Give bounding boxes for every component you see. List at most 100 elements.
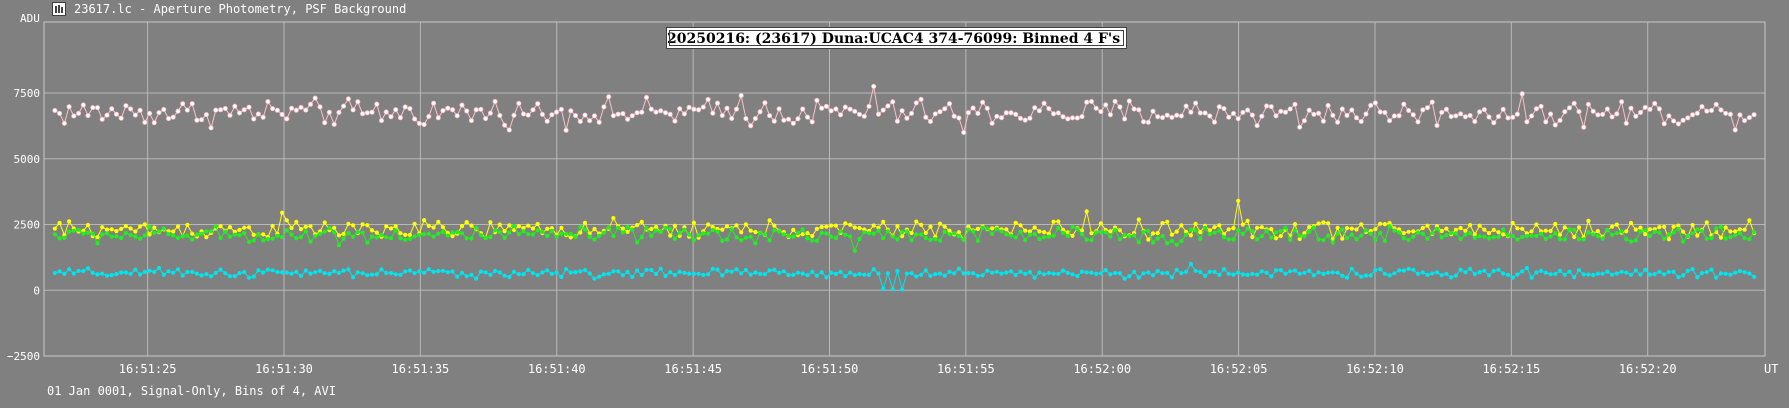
- data-point: [62, 235, 67, 241]
- data-point: [999, 229, 1004, 234]
- data-point: [1553, 231, 1558, 236]
- data-point: [1027, 269, 1032, 275]
- data-point: [119, 270, 124, 275]
- data-point: [592, 276, 597, 281]
- data-point: [147, 224, 152, 230]
- data-point: [1340, 273, 1345, 278]
- data-point: [1411, 234, 1416, 239]
- data-point: [767, 218, 772, 223]
- data-point: [937, 238, 943, 243]
- x-axis-label: UT: [1764, 362, 1779, 376]
- data-point: [497, 270, 502, 275]
- data-point: [800, 271, 805, 276]
- data-point: [1145, 119, 1151, 125]
- data-point: [133, 267, 138, 272]
- data-point: [1548, 234, 1553, 239]
- data-point: [1150, 231, 1156, 236]
- data-point: [521, 226, 526, 231]
- data-point: [1533, 106, 1539, 112]
- data-point: [980, 99, 986, 105]
- data-point: [388, 236, 394, 241]
- data-point: [535, 228, 540, 233]
- data-point: [190, 269, 195, 274]
- data-point: [209, 229, 214, 234]
- data-point: [474, 225, 479, 230]
- data-point: [1496, 267, 1501, 272]
- data-point: [57, 110, 63, 116]
- data-point: [734, 235, 739, 240]
- data-point: [1245, 226, 1250, 231]
- data-point: [95, 105, 101, 111]
- data-point: [1524, 119, 1530, 125]
- data-point: [625, 229, 630, 234]
- data-point: [142, 269, 147, 274]
- data-point: [1165, 219, 1170, 224]
- data-point: [436, 231, 441, 236]
- data-point: [814, 273, 820, 278]
- data-point: [1699, 104, 1705, 110]
- data-point: [355, 229, 360, 235]
- data-point: [142, 119, 148, 125]
- data-point: [1098, 230, 1103, 235]
- data-point: [1264, 270, 1269, 275]
- data-point: [582, 220, 588, 225]
- data-point: [724, 268, 730, 274]
- data-point: [970, 105, 976, 111]
- data-point: [289, 225, 294, 231]
- data-point: [1126, 98, 1132, 104]
- data-point: [691, 238, 697, 243]
- data-point: [866, 272, 872, 277]
- data-point: [1695, 227, 1700, 232]
- data-point: [923, 114, 929, 120]
- data-point: [1690, 231, 1695, 236]
- data-point: [1117, 237, 1122, 242]
- data-point: [123, 103, 129, 109]
- data-point: [1562, 225, 1567, 230]
- data-point: [303, 268, 308, 273]
- data-point: [440, 108, 446, 114]
- data-point: [549, 271, 555, 276]
- data-point: [71, 113, 77, 119]
- data-point: [246, 239, 252, 244]
- data-point: [261, 232, 266, 237]
- data-point: [885, 103, 891, 109]
- data-point: [601, 230, 607, 235]
- data-point: [937, 221, 943, 226]
- data-point: [1387, 118, 1393, 124]
- data-point: [511, 269, 517, 274]
- data-point: [1605, 227, 1610, 232]
- data-point: [294, 219, 299, 224]
- data-point: [365, 240, 370, 245]
- data-point: [317, 231, 323, 236]
- data-point: [189, 101, 195, 107]
- data-point: [1136, 275, 1141, 280]
- data-point: [866, 103, 872, 109]
- data-point: [956, 230, 962, 235]
- data-point: [1718, 224, 1724, 229]
- data-point: [635, 223, 640, 228]
- data-point: [994, 226, 999, 232]
- data-point: [123, 230, 128, 235]
- data-point: [1420, 225, 1425, 231]
- data-point: [1349, 266, 1354, 271]
- data-point: [1382, 222, 1387, 227]
- data-point: [1132, 269, 1137, 274]
- data-point: [526, 232, 531, 237]
- data-point: [119, 226, 124, 231]
- data-point: [838, 112, 844, 118]
- data-point: [355, 270, 360, 275]
- data-point: [1638, 225, 1643, 230]
- data-point: [629, 113, 635, 119]
- data-point: [748, 123, 754, 129]
- data-point: [814, 97, 820, 103]
- data-point: [521, 272, 526, 277]
- data-point: [80, 102, 86, 108]
- data-point: [1538, 103, 1544, 109]
- data-point: [312, 95, 318, 101]
- data-point: [76, 110, 82, 116]
- data-point: [1387, 221, 1392, 226]
- data-point: [260, 114, 266, 120]
- data-point: [1746, 115, 1752, 121]
- data-point: [549, 228, 555, 234]
- data-point: [1671, 224, 1676, 229]
